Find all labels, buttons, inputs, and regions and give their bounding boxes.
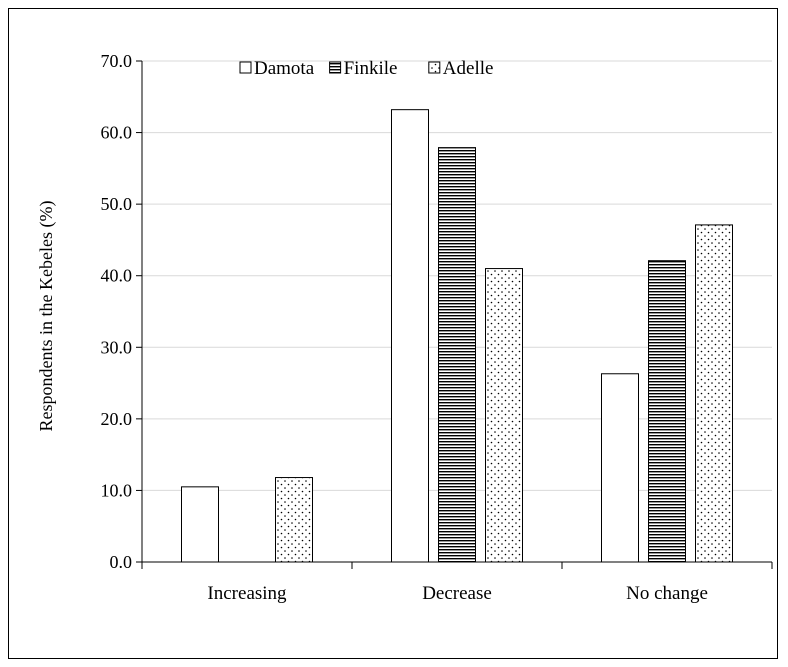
bar-adelle bbox=[275, 477, 313, 563]
x-category-label: Increasing bbox=[207, 583, 287, 604]
y-tick-label: 10.0 bbox=[101, 480, 133, 500]
bars bbox=[181, 109, 733, 563]
y-axis-label: Respondents in the Kebeles (%) bbox=[36, 201, 57, 432]
legend-swatch-adelle bbox=[428, 61, 441, 74]
legend: Damota Finkile Adelle bbox=[239, 58, 494, 79]
bar-damota bbox=[181, 486, 219, 563]
legend-label-finkile: Finkile bbox=[344, 58, 398, 79]
bar-adelle bbox=[485, 268, 523, 563]
y-tick-label: 40.0 bbox=[101, 266, 133, 286]
x-category-label: Decrease bbox=[422, 583, 492, 604]
y-tick-label: 20.0 bbox=[101, 409, 133, 429]
axes bbox=[136, 60, 773, 569]
legend-swatch-damota bbox=[239, 61, 252, 74]
legend-swatch-finkile bbox=[329, 61, 342, 74]
bar-finkile bbox=[648, 260, 686, 563]
y-tick-label: 60.0 bbox=[101, 123, 133, 143]
y-tick-label: 70.0 bbox=[101, 51, 133, 71]
y-tick-label: 50.0 bbox=[101, 194, 133, 214]
y-tick-labels: 0.0 10.0 20.0 30.0 40.0 50.0 60.0 70.0 bbox=[101, 51, 133, 572]
x-category-label: No change bbox=[626, 583, 708, 604]
legend-label-adelle: Adelle bbox=[443, 58, 494, 79]
bar-damota bbox=[391, 109, 429, 563]
bar-finkile bbox=[438, 147, 476, 563]
x-category-labels: Increasing Decrease No change bbox=[207, 583, 707, 604]
y-tick-label: 0.0 bbox=[110, 552, 133, 572]
bar-damota bbox=[601, 373, 639, 563]
y-tick-label: 30.0 bbox=[101, 337, 133, 357]
bar-adelle bbox=[695, 224, 733, 563]
legend-label-damota: Damota bbox=[254, 58, 315, 79]
